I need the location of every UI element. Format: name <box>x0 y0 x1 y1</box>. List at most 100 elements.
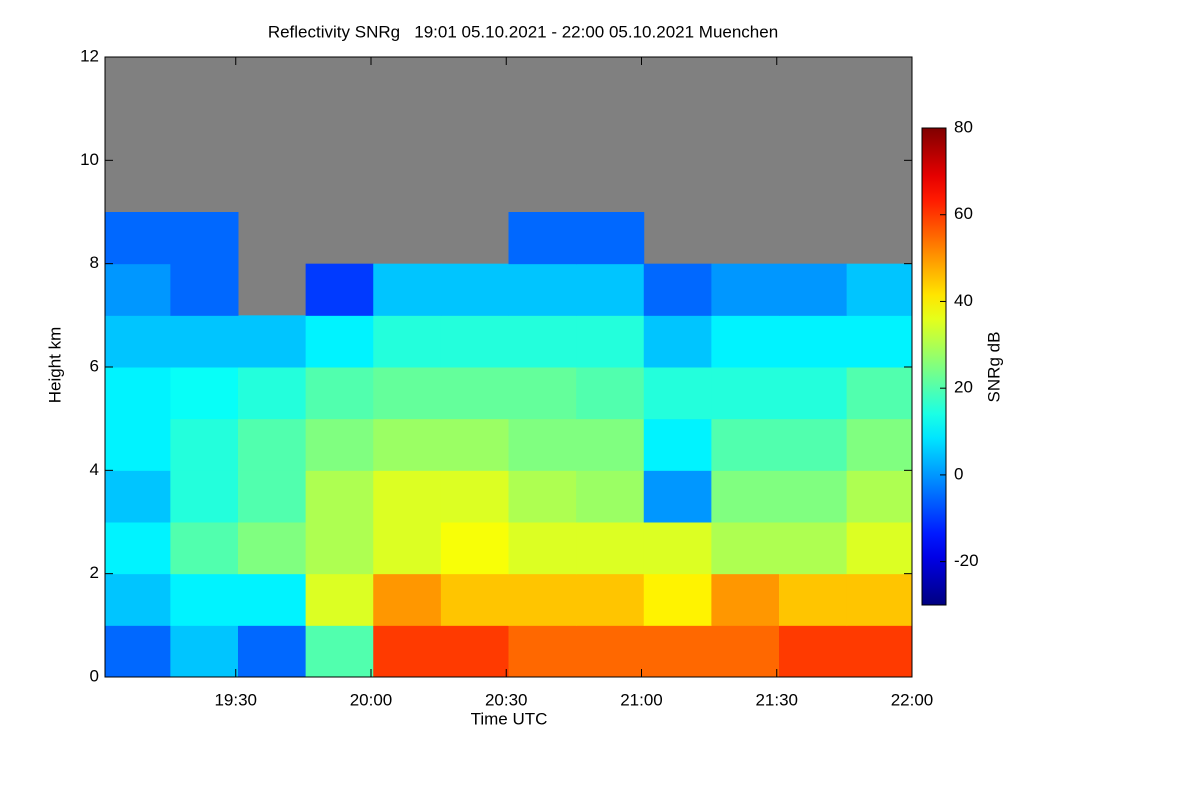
heatmap-cell <box>643 625 712 678</box>
heatmap-cell <box>237 625 307 678</box>
heatmap-cell <box>508 573 577 626</box>
heatmap-cell <box>170 470 239 523</box>
heatmap-cell <box>440 470 509 523</box>
heatmap-cell <box>170 315 239 368</box>
heatmap-cell <box>170 263 239 316</box>
heatmap-cell <box>105 573 171 626</box>
heatmap-cell <box>373 367 442 420</box>
heatmap-cell <box>643 522 712 575</box>
heatmap-cell <box>779 418 848 471</box>
heatmap-cell <box>105 418 171 471</box>
heatmap-cell <box>643 263 712 316</box>
colorbar-tick-label: 20 <box>954 378 973 397</box>
colorbar-tick-label: 40 <box>954 291 973 310</box>
heatmap-cell <box>170 625 239 678</box>
heatmap-cell <box>711 315 780 368</box>
colorbar-tick-label: -20 <box>954 551 979 570</box>
heatmap-cell <box>440 573 509 626</box>
heatmap-cells <box>105 212 913 678</box>
heatmap-cell <box>105 212 171 265</box>
heatmap-cell <box>373 522 442 575</box>
heatmap-cell <box>237 522 307 575</box>
heatmap-cell <box>508 212 577 265</box>
colorbar-tick-label: 80 <box>954 117 973 136</box>
colorbar-tick-label: 0 <box>954 464 963 483</box>
heatmap-cell <box>576 212 645 265</box>
heatmap-cell <box>237 573 307 626</box>
heatmap-cell <box>779 367 848 420</box>
heatmap-cell <box>305 625 374 678</box>
heatmap-cell <box>305 263 374 316</box>
heatmap-cell <box>237 367 307 420</box>
heatmap-cell <box>846 315 913 368</box>
heatmap-cell <box>643 367 712 420</box>
heatmap-cell <box>643 418 712 471</box>
x-tick-label: 20:00 <box>350 690 393 709</box>
heatmap-cell <box>576 263 645 316</box>
x-tick-label: 22:00 <box>891 690 934 709</box>
heatmap-cell <box>105 625 171 678</box>
heatmap-cell <box>373 315 442 368</box>
heatmap-cell <box>105 315 171 368</box>
heatmap-cell <box>846 367 913 420</box>
heatmap-cell <box>711 625 780 678</box>
heatmap-cell <box>779 470 848 523</box>
heatmap-cell <box>440 315 509 368</box>
heatmap-cell <box>576 573 645 626</box>
heatmap-cell <box>779 573 848 626</box>
heatmap-cell <box>711 470 780 523</box>
heatmap-cell <box>508 367 577 420</box>
heatmap-cell <box>779 263 848 316</box>
heatmap-cell <box>373 263 442 316</box>
heatmap-cell <box>576 418 645 471</box>
heatmap-cell <box>508 625 577 678</box>
heatmap-cell <box>373 625 442 678</box>
heatmap-cell <box>643 315 712 368</box>
heatmap-cell <box>846 418 913 471</box>
colorbar-label: SNRg dB <box>984 332 1003 403</box>
heatmap-cell <box>846 263 913 316</box>
x-axis-label: Time UTC <box>471 709 548 728</box>
heatmap-cell <box>508 315 577 368</box>
y-tick-label: 8 <box>90 253 99 272</box>
heatmap-cell <box>643 470 712 523</box>
heatmap-cell <box>711 263 780 316</box>
heatmap-cell <box>846 625 913 678</box>
x-tick-label: 21:30 <box>755 690 798 709</box>
heatmap-cell <box>105 263 171 316</box>
heatmap-cell <box>846 470 913 523</box>
colorbar-tick-label: 60 <box>954 204 973 223</box>
heatmap-cell <box>105 367 171 420</box>
heatmap-cell <box>508 263 577 316</box>
heatmap-cell <box>170 573 239 626</box>
heatmap-cell <box>440 625 509 678</box>
heatmap-cell <box>576 367 645 420</box>
heatmap-cell <box>373 418 442 471</box>
heatmap-cell <box>508 418 577 471</box>
heatmap-cell <box>170 418 239 471</box>
heatmap-cell <box>373 470 442 523</box>
heatmap-cell <box>440 263 509 316</box>
heatmap-cell <box>576 315 645 368</box>
heatmap-cell <box>711 573 780 626</box>
heatmap-cell <box>305 470 374 523</box>
y-tick-label: 10 <box>80 150 99 169</box>
heatmap-cell <box>305 367 374 420</box>
y-tick-label: 0 <box>90 666 99 685</box>
heatmap-cell <box>440 522 509 575</box>
heatmap-cell <box>237 315 307 368</box>
y-tick-label: 12 <box>80 46 99 65</box>
y-tick-label: 2 <box>90 563 99 582</box>
heatmap-cell <box>237 470 307 523</box>
y-tick-label: 6 <box>90 356 99 375</box>
heatmap-cell <box>305 522 374 575</box>
heatmap-cell <box>508 470 577 523</box>
heatmap-cell <box>105 470 171 523</box>
heatmap-cell <box>576 522 645 575</box>
heatmap-cell <box>170 367 239 420</box>
heatmap-cell <box>846 522 913 575</box>
heatmap-cell <box>576 625 645 678</box>
heatmap-cell <box>237 418 307 471</box>
chart-title: Reflectivity SNRg 19:01 05.10.2021 - 22:… <box>268 22 778 41</box>
